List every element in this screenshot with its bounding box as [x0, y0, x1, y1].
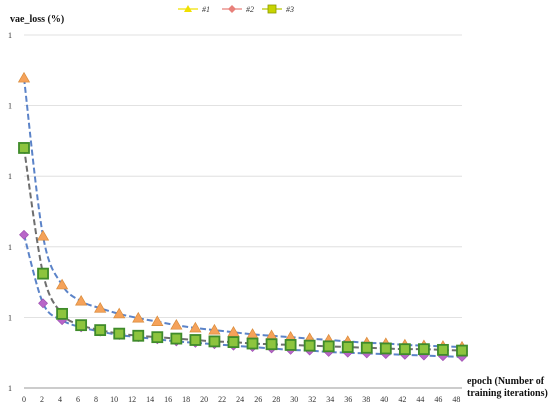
data-point	[322, 340, 335, 353]
data-point	[208, 323, 221, 335]
legend-label-1: #1	[202, 5, 210, 14]
x-tick-label: 24	[236, 395, 244, 404]
x-tick-label: 44	[416, 395, 424, 404]
x-tick-label: 14	[146, 395, 154, 404]
series-1	[17, 71, 469, 352]
y-tick-label: 1	[8, 102, 12, 111]
x-tick-label: 2	[40, 395, 44, 404]
x-tick-label: 28	[272, 395, 280, 404]
x-tick-label: 16	[164, 395, 172, 404]
data-point	[37, 267, 49, 280]
data-point	[151, 331, 164, 344]
data-point	[189, 334, 202, 346]
x-tick-label: 40	[380, 395, 388, 404]
x-tick-label: 38	[362, 395, 370, 404]
x-tick-label: 42	[398, 395, 406, 404]
x-tick-label: 34	[326, 395, 334, 404]
x-tick-label: 36	[344, 395, 352, 404]
data-point	[265, 338, 278, 351]
x-tick-label: 12	[128, 395, 136, 404]
y-tick-label: 1	[8, 313, 12, 322]
x-axis-label-line1: epoch (Number of	[467, 376, 545, 387]
data-point	[151, 315, 164, 326]
series-line	[23, 147, 463, 352]
data-point	[36, 230, 50, 241]
grid-lines	[24, 34, 462, 318]
x-tick-label: 30	[290, 395, 298, 404]
y-axis-label: vae_loss (%)	[10, 14, 64, 25]
legend: #1 #2 #3	[178, 4, 294, 14]
x-tick-label: 32	[308, 395, 316, 404]
series-line	[23, 77, 463, 349]
data-point	[227, 336, 240, 349]
legend-item-2: #2	[222, 5, 254, 14]
x-tick-label: 22	[218, 395, 226, 404]
x-tick-label: 18	[182, 395, 190, 404]
data-point	[341, 341, 354, 353]
series-3	[18, 142, 468, 357]
x-tick-label: 26	[254, 395, 262, 404]
data-point	[170, 332, 183, 345]
data-point	[75, 294, 88, 306]
legend-label-2: #2	[246, 5, 254, 14]
series-2	[19, 229, 467, 362]
y-tick-label: 1	[8, 31, 12, 40]
x-tick-label: 6	[76, 395, 80, 404]
data-point	[170, 318, 183, 330]
x-tick-label: 48	[452, 395, 460, 404]
x-axis-label-line2: training iterations)	[467, 388, 548, 399]
data-point	[56, 307, 68, 320]
data-point	[55, 278, 69, 290]
x-tick-label: 46	[434, 395, 442, 404]
data-point	[19, 229, 29, 240]
data-point	[94, 324, 107, 337]
y-tick-label: 1	[8, 243, 12, 252]
legend-label-3: #3	[286, 5, 294, 14]
y-tick-label: 1	[8, 172, 12, 181]
x-tick-label: 0	[22, 395, 26, 404]
data-point	[189, 321, 202, 333]
x-axis-tick-labels: 0 2 4 6 8 10 12 14 16 18 20 22 24 26 28 30 32 34 36 38 40 42 4…	[22, 395, 460, 404]
y-tick-label: 1	[8, 384, 12, 393]
data-point	[94, 302, 107, 313]
data-point	[303, 339, 316, 352]
data-point	[246, 337, 259, 350]
series-line	[23, 234, 463, 358]
data-point	[360, 341, 373, 354]
data-point	[284, 339, 297, 351]
x-tick-label: 20	[200, 395, 208, 404]
data-point	[113, 307, 126, 319]
data-point	[17, 71, 31, 83]
x-tick-label: 8	[94, 395, 98, 404]
data-point	[418, 343, 430, 356]
data-point	[38, 298, 48, 309]
data-point	[75, 319, 88, 332]
data-point	[398, 343, 411, 356]
data-point	[113, 327, 126, 340]
y-axis-tick-labels: 1 1 1 1 1 1	[8, 31, 12, 393]
x-tick-label: 4	[58, 395, 62, 404]
data-point	[208, 335, 221, 348]
data-point	[456, 344, 468, 357]
legend-item-1: #1	[178, 5, 210, 14]
series-group	[17, 71, 469, 362]
data-point	[379, 342, 392, 355]
legend-item-3: #3	[262, 4, 294, 14]
data-point	[18, 142, 30, 154]
x-tick-label: 10	[110, 395, 118, 404]
data-point	[437, 343, 449, 356]
data-point	[132, 311, 145, 323]
data-point	[132, 329, 145, 342]
